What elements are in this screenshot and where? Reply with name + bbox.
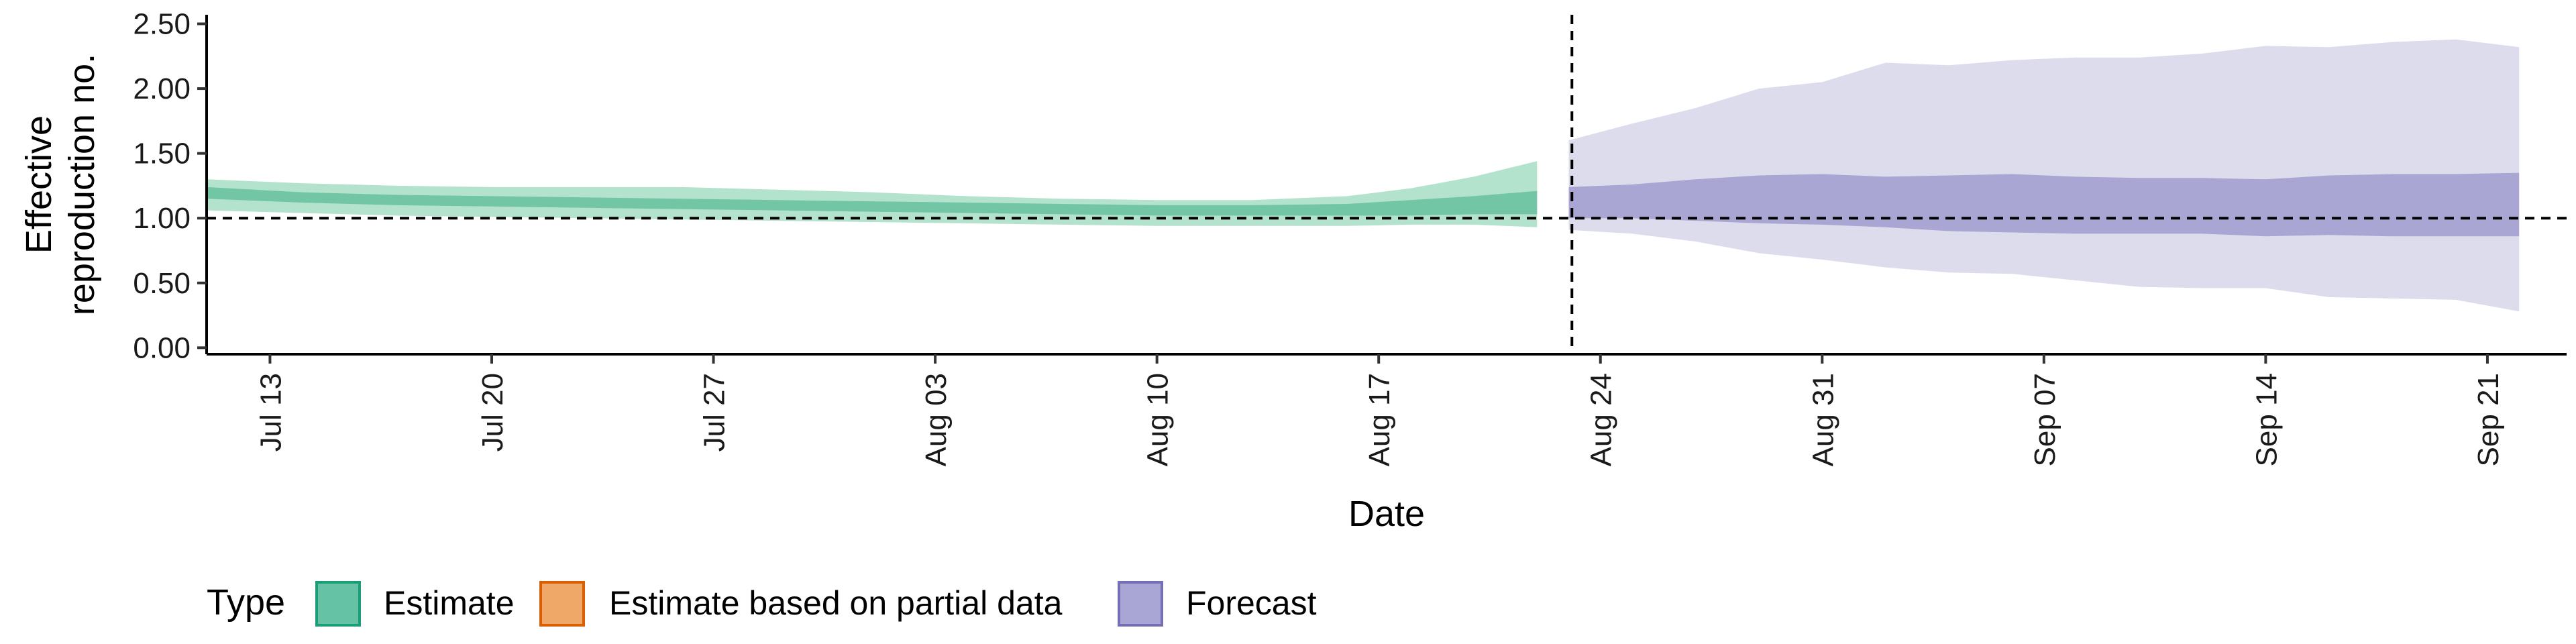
x-tick-label: Sep 14 [2250, 373, 2283, 466]
estimate-inner-band [207, 186, 1538, 216]
x-tick-label: Jul 13 [254, 373, 287, 451]
legend-label: Estimate based on partial data [609, 584, 1063, 622]
x-tick-label: Aug 31 [1807, 373, 1839, 466]
x-tick-label: Aug 17 [1363, 373, 1396, 466]
x-tick-label: Jul 27 [698, 373, 731, 451]
legend-key [1118, 581, 1163, 627]
legend-key [315, 581, 361, 627]
y-tick-label: 2.50 [133, 8, 191, 41]
x-tick-label: Sep 07 [2029, 373, 2061, 466]
x-tick-label: Aug 03 [920, 373, 953, 466]
x-tick-label: Sep 21 [2472, 373, 2505, 466]
forecast-inner-band [1568, 172, 2520, 237]
y-tick-label: 1.00 [133, 202, 191, 235]
x-tick-label: Aug 24 [1585, 373, 1618, 466]
y-tick-label: 0.50 [133, 267, 191, 300]
y-axis-title-line-1: Effective [19, 115, 59, 254]
y-axis-title-line-2: reproduction no. [62, 54, 102, 315]
x-axis-title: Date [1348, 494, 1425, 534]
legend-label: Forecast [1186, 584, 1317, 622]
y-tick-label: 1.50 [133, 138, 191, 170]
legend-key [539, 581, 585, 627]
x-tick-label: Aug 10 [1142, 373, 1175, 466]
y-tick-label: 2.00 [133, 72, 191, 105]
legend-label: Estimate [384, 584, 515, 622]
y-tick-label: 0.00 [133, 331, 191, 364]
x-tick-label: Jul 20 [476, 373, 509, 451]
legend-title: Type [207, 582, 285, 623]
